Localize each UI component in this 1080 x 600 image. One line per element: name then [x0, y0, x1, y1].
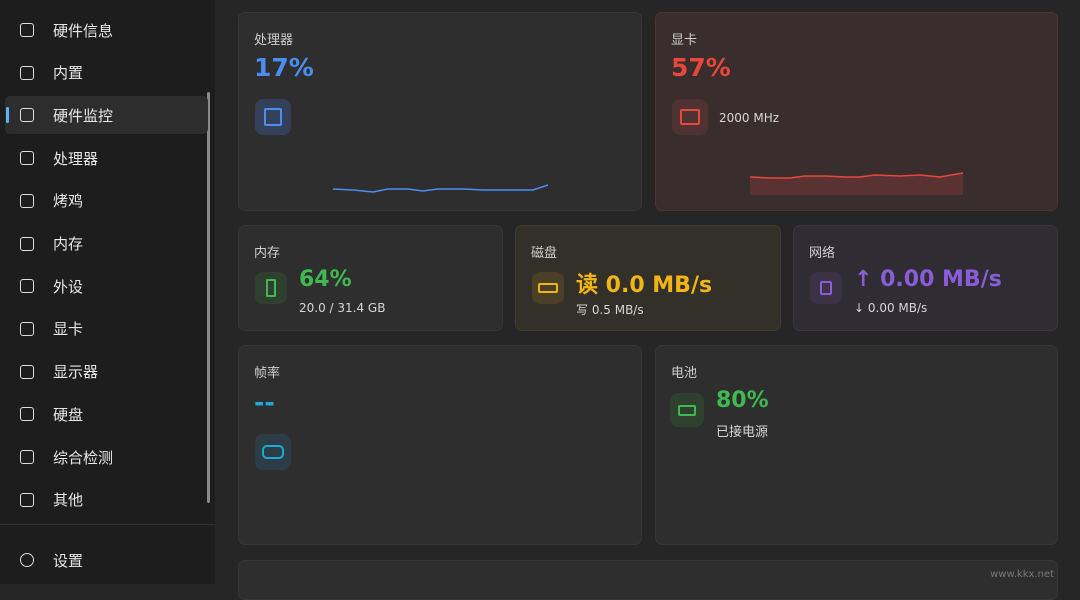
card-detail: 2000 MHz — [719, 111, 780, 125]
card-value: 17% — [254, 53, 314, 82]
settings-label[interactable]: 设置 — [53, 551, 84, 570]
icon — [20, 108, 34, 123]
nav-label[interactable]: 显卡 — [53, 320, 84, 339]
icon — [20, 321, 34, 336]
sparkline — [750, 172, 964, 195]
nav-label[interactable]: 烤鸡 — [53, 192, 84, 211]
nav-label[interactable]: 内存 — [53, 235, 84, 253]
icon — [20, 279, 34, 294]
nav-item[interactable]: 显示器 — [5, 353, 208, 391]
icon — [20, 407, 34, 422]
network-icon — [810, 272, 842, 304]
app-window: 设置 硬件信息 内置 硬件监控 处理器 烤鸡 内存 外设 显卡 显示器 硬盘 综合检测 其他 处理器 … — [0, 0, 1058, 600]
nav-item[interactable]: 处理器 — [5, 139, 208, 177]
nav-label[interactable]: 内置 — [53, 64, 84, 83]
nav-item[interactable]: 内存 — [5, 225, 208, 263]
cpu-card[interactable]: 处理器 17% — [238, 12, 642, 211]
nav-item[interactable]: 烤鸡 — [5, 182, 208, 220]
card-detail: 写 0.5 MB/s — [576, 303, 644, 317]
memory-card[interactable]: 内存 64% 20.0 / 31.4 GB — [238, 225, 503, 331]
nav-label[interactable]: 硬件信息 — [53, 21, 114, 40]
icon — [538, 283, 558, 293]
icon — [20, 492, 34, 507]
card-title: 磁盘 — [531, 246, 558, 261]
card-detail: 已接电源 — [716, 425, 769, 440]
icon — [820, 281, 832, 295]
divider — [0, 524, 215, 525]
scrollbar[interactable] — [207, 92, 210, 503]
disk-card[interactable]: 磁盘 读 0.0 MB/s 写 0.5 MB/s — [515, 225, 781, 331]
nav-item[interactable]: 硬件信息 — [5, 11, 208, 49]
nav-label[interactable]: 处理器 — [53, 149, 99, 168]
icon — [20, 553, 34, 567]
card-title: 网络 — [809, 246, 836, 261]
disk-icon — [532, 272, 564, 304]
gpu-card[interactable]: 显卡 57% 2000 MHz — [655, 12, 1058, 211]
nav-label[interactable]: 外设 — [53, 277, 84, 296]
nav-item[interactable]: 其他 — [5, 481, 208, 519]
card-title: 内存 — [254, 246, 281, 261]
nav-label[interactable]: 综合检测 — [53, 448, 114, 467]
watermark: www.kkx.net — [990, 569, 1054, 580]
battery-card[interactable]: 电池 80% 已接电源 — [655, 345, 1058, 545]
card-title: 帧率 — [254, 366, 281, 381]
icon — [20, 193, 34, 208]
card-value: 读 0.0 MB/s — [576, 273, 713, 298]
icon — [20, 23, 34, 37]
settings-item[interactable]: 设置 — [5, 541, 208, 579]
nav-item[interactable]: 内置 — [5, 54, 208, 92]
card-value: 64% — [299, 267, 352, 292]
icon — [262, 445, 284, 459]
card-detail: ↓ 0.00 MB/s — [854, 301, 928, 315]
icon — [678, 404, 696, 416]
gpu-icon — [672, 99, 708, 135]
icon — [20, 450, 34, 464]
icon — [680, 109, 700, 125]
nav-label[interactable]: 显示器 — [53, 363, 99, 382]
card-detail: 20.0 / 31.4 GB — [299, 301, 386, 315]
nav-item[interactable]: 硬件监控 — [5, 96, 208, 135]
nav-label[interactable]: 硬盘 — [53, 405, 84, 424]
cpu-icon — [255, 99, 291, 135]
sidebar: 设置 硬件信息内置硬件监控处理器烤鸡内存外设显卡显示器硬盘综合检测其他 — [0, 0, 215, 584]
card-value: -- — [254, 388, 275, 417]
card-title: 电池 — [671, 366, 698, 381]
nav-label[interactable]: 硬件监控 — [53, 106, 114, 125]
card-value: 80% — [716, 388, 769, 413]
card-title: 显卡 — [671, 33, 698, 48]
fps-card[interactable]: 帧率 -- — [238, 345, 642, 545]
battery-icon — [670, 393, 704, 427]
nav-item[interactable]: 硬盘 — [5, 395, 208, 433]
icon — [20, 65, 34, 80]
icon — [20, 151, 34, 166]
card-title: 处理器 — [254, 33, 294, 48]
nav-item[interactable]: 综合检测 — [5, 438, 208, 476]
icon — [264, 108, 282, 126]
nav-item[interactable]: 外设 — [5, 267, 208, 305]
sparkline — [333, 184, 549, 193]
partial-card — [238, 560, 1058, 600]
icon — [266, 279, 276, 297]
gamepad-icon — [255, 434, 291, 470]
card-value: ↑ 0.00 MB/s — [854, 267, 1002, 292]
card-value: 57% — [671, 53, 731, 82]
icon — [20, 236, 34, 251]
memory-icon — [255, 272, 287, 304]
nav-item[interactable]: 显卡 — [5, 310, 208, 348]
icon — [20, 364, 34, 379]
nav-label[interactable]: 其他 — [53, 491, 84, 510]
network-card[interactable]: 网络 ↑ 0.00 MB/s ↓ 0.00 MB/s — [793, 225, 1058, 331]
